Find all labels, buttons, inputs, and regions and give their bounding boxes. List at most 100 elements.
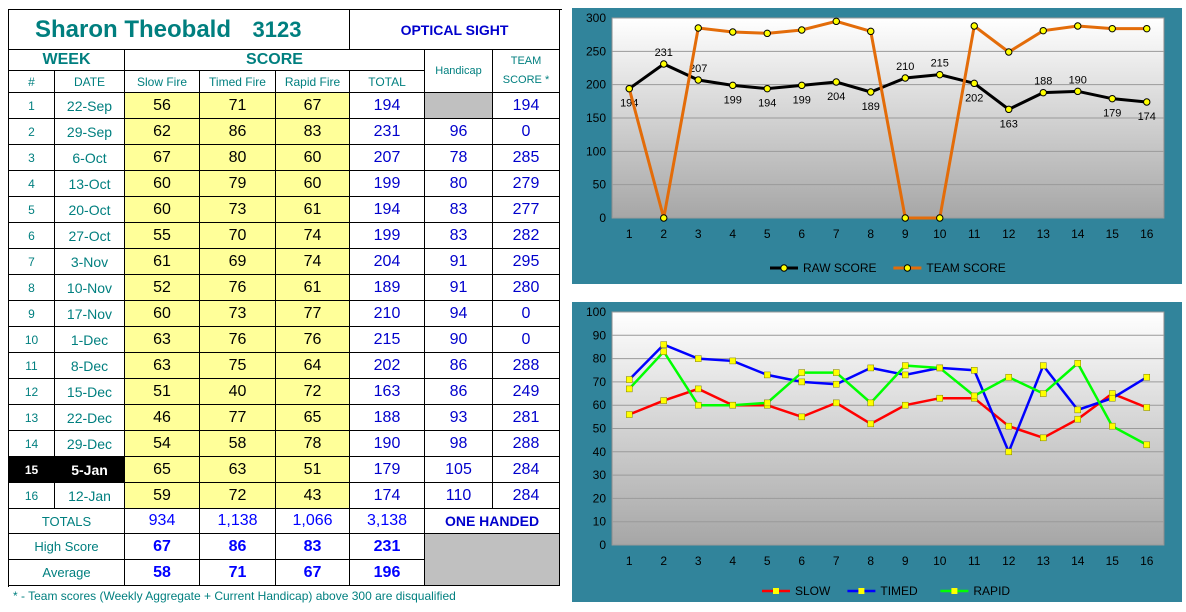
row-date[interactable]: 20-Oct bbox=[55, 197, 125, 223]
row-timed-fire[interactable]: 73 bbox=[200, 197, 276, 223]
col-header-timed[interactable]: Timed Fire bbox=[200, 71, 276, 93]
row-total[interactable]: 194 bbox=[350, 93, 425, 119]
row-handicap[interactable]: 78 bbox=[425, 145, 493, 171]
row-rapid-fire[interactable]: 51 bbox=[276, 457, 350, 483]
row-rapid-fire[interactable]: 72 bbox=[276, 379, 350, 405]
row-slow-fire[interactable]: 55 bbox=[125, 223, 200, 249]
row-handicap[interactable]: 86 bbox=[425, 379, 493, 405]
row-slow-fire[interactable]: 54 bbox=[125, 431, 200, 457]
row-rapid-fire[interactable]: 83 bbox=[276, 119, 350, 145]
row-number[interactable]: 6 bbox=[9, 223, 55, 249]
row-rapid-fire[interactable]: 64 bbox=[276, 353, 350, 379]
row-rapid-fire[interactable]: 43 bbox=[276, 483, 350, 509]
row-handicap[interactable]: 83 bbox=[425, 197, 493, 223]
row-handicap[interactable]: 83 bbox=[425, 223, 493, 249]
row-slow-fire[interactable]: 56 bbox=[125, 93, 200, 119]
handicap-header[interactable]: Handicap bbox=[425, 50, 493, 93]
row-timed-fire[interactable]: 63 bbox=[200, 457, 276, 483]
row-total[interactable]: 194 bbox=[350, 197, 425, 223]
row-timed-fire[interactable]: 79 bbox=[200, 171, 276, 197]
row-rapid-fire[interactable]: 67 bbox=[276, 93, 350, 119]
fire-chart-panel[interactable]: 0 10 20 30 40 50 60 70 80 90 100 1 2 3 4 5 6 7 8 9 10 11 12 13 1… bbox=[572, 302, 1182, 602]
row-number[interactable]: 11 bbox=[9, 353, 55, 379]
row-handicap[interactable]: 80 bbox=[425, 171, 493, 197]
row-total[interactable]: 179 bbox=[350, 457, 425, 483]
row-rapid-fire[interactable]: 61 bbox=[276, 275, 350, 301]
row-timed-fire[interactable]: 70 bbox=[200, 223, 276, 249]
row-total[interactable]: 189 bbox=[350, 275, 425, 301]
week-header[interactable]: WEEK bbox=[9, 50, 125, 71]
row-timed-fire[interactable]: 58 bbox=[200, 431, 276, 457]
row-slow-fire[interactable]: 46 bbox=[125, 405, 200, 431]
row-team-score[interactable]: 285 bbox=[493, 145, 560, 171]
row-number[interactable]: 9 bbox=[9, 301, 55, 327]
row-date[interactable]: 29-Sep bbox=[55, 119, 125, 145]
row-team-score[interactable]: 288 bbox=[493, 431, 560, 457]
row-team-score[interactable]: 284 bbox=[493, 457, 560, 483]
row-slow-fire[interactable]: 63 bbox=[125, 353, 200, 379]
average-total[interactable]: 196 bbox=[350, 560, 425, 586]
row-total[interactable]: 215 bbox=[350, 327, 425, 353]
totals-timed[interactable]: 1,138 bbox=[200, 509, 276, 534]
sight-type[interactable]: OPTICAL SIGHT bbox=[350, 10, 560, 50]
col-header-rapid[interactable]: Rapid Fire bbox=[276, 71, 350, 93]
average-rapid[interactable]: 67 bbox=[276, 560, 350, 586]
row-total[interactable]: 190 bbox=[350, 431, 425, 457]
totals-total[interactable]: 3,138 bbox=[350, 509, 425, 534]
row-date[interactable]: 22-Dec bbox=[55, 405, 125, 431]
row-rapid-fire[interactable]: 60 bbox=[276, 171, 350, 197]
row-team-score[interactable]: 281 bbox=[493, 405, 560, 431]
row-handicap[interactable]: 86 bbox=[425, 353, 493, 379]
row-number[interactable]: 15 bbox=[9, 457, 55, 483]
row-handicap[interactable]: 93 bbox=[425, 405, 493, 431]
row-team-score[interactable]: 288 bbox=[493, 353, 560, 379]
row-timed-fire[interactable]: 71 bbox=[200, 93, 276, 119]
row-timed-fire[interactable]: 76 bbox=[200, 327, 276, 353]
row-timed-fire[interactable]: 77 bbox=[200, 405, 276, 431]
footnote[interactable]: * - Team scores (Weekly Aggregate + Curr… bbox=[13, 589, 456, 603]
high-score-total[interactable]: 231 bbox=[350, 534, 425, 560]
row-date[interactable]: 22-Sep bbox=[55, 93, 125, 119]
row-rapid-fire[interactable]: 77 bbox=[276, 301, 350, 327]
row-timed-fire[interactable]: 86 bbox=[200, 119, 276, 145]
row-date[interactable]: 10-Nov bbox=[55, 275, 125, 301]
row-team-score[interactable]: 0 bbox=[493, 327, 560, 353]
row-total[interactable]: 210 bbox=[350, 301, 425, 327]
score-chart-panel[interactable]: 0 50 100 150 200 250 300 1 2 3 4 5 6 7 8 9 10 11 12 13 14 15 1… bbox=[572, 8, 1182, 284]
row-date[interactable]: 6-Oct bbox=[55, 145, 125, 171]
row-total[interactable]: 174 bbox=[350, 483, 425, 509]
row-number[interactable]: 8 bbox=[9, 275, 55, 301]
row-date[interactable]: 3-Nov bbox=[55, 249, 125, 275]
row-rapid-fire[interactable]: 61 bbox=[276, 197, 350, 223]
high-score-rapid[interactable]: 83 bbox=[276, 534, 350, 560]
row-number[interactable]: 10 bbox=[9, 327, 55, 353]
row-number[interactable]: 7 bbox=[9, 249, 55, 275]
name-row-underline[interactable] bbox=[9, 10, 350, 50]
row-number[interactable]: 1 bbox=[9, 93, 55, 119]
row-total[interactable]: 163 bbox=[350, 379, 425, 405]
row-number[interactable]: 16 bbox=[9, 483, 55, 509]
col-header-date[interactable]: DATE bbox=[55, 71, 125, 93]
row-slow-fire[interactable]: 51 bbox=[125, 379, 200, 405]
row-handicap[interactable]: 91 bbox=[425, 275, 493, 301]
row-slow-fire[interactable]: 60 bbox=[125, 301, 200, 327]
totals-label[interactable]: TOTALS bbox=[9, 509, 125, 534]
row-handicap[interactable]: 105 bbox=[425, 457, 493, 483]
row-number[interactable]: 5 bbox=[9, 197, 55, 223]
row-date[interactable]: 13-Oct bbox=[55, 171, 125, 197]
col-header-number[interactable]: # bbox=[9, 71, 55, 93]
row-slow-fire[interactable]: 63 bbox=[125, 327, 200, 353]
high-score-timed[interactable]: 86 bbox=[200, 534, 276, 560]
row-date[interactable]: 8-Dec bbox=[55, 353, 125, 379]
row-date[interactable]: 27-Oct bbox=[55, 223, 125, 249]
row-team-score[interactable]: 282 bbox=[493, 223, 560, 249]
row-handicap[interactable]: 90 bbox=[425, 327, 493, 353]
row-rapid-fire[interactable]: 74 bbox=[276, 223, 350, 249]
high-score-slow[interactable]: 67 bbox=[125, 534, 200, 560]
row-number[interactable]: 2 bbox=[9, 119, 55, 145]
row-slow-fire[interactable]: 67 bbox=[125, 145, 200, 171]
row-total[interactable]: 199 bbox=[350, 223, 425, 249]
high-score-label[interactable]: High Score bbox=[9, 534, 125, 560]
row-date[interactable]: 15-Dec bbox=[55, 379, 125, 405]
row-handicap[interactable]: 98 bbox=[425, 431, 493, 457]
